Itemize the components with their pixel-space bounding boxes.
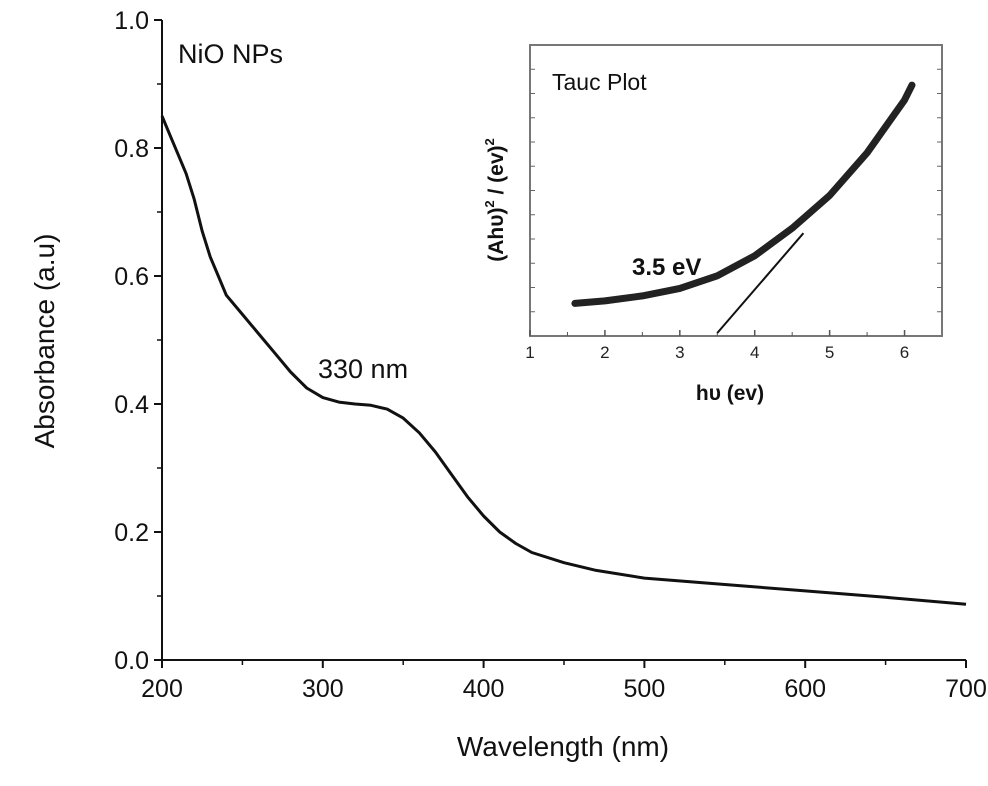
inset-x-tick-label: 6: [900, 343, 909, 362]
peak-annotation: 330 nm: [318, 354, 408, 384]
x-axis-title: Wavelength (nm): [457, 731, 669, 762]
inset-x-tick-label: 3: [675, 343, 684, 362]
y-tick-label: 0.0: [114, 647, 149, 675]
y-tick-label: 1.0: [114, 7, 149, 35]
inset-frame: [529, 44, 943, 337]
inset-y-axis-title: (Ahυ)2 / (ev)2: [482, 138, 508, 262]
inset-x-tick-label: 1: [525, 343, 534, 362]
inset-y-title-part2: / (ev): [485, 145, 508, 200]
inset-ticks: 1 2 3 4 5 6: [525, 68, 942, 362]
y-tick-label: 0.4: [114, 391, 149, 419]
x-tick-label: 600: [784, 675, 826, 703]
tauc-curve: [571, 81, 916, 307]
inset-y-title-sup1: 2: [482, 200, 497, 207]
inset-x-tick-label: 4: [750, 343, 759, 362]
inset-title: Tauc Plot: [552, 69, 647, 95]
inset-x-axis-title: hυ (ev): [696, 382, 764, 405]
y-tick-label: 0.6: [114, 263, 149, 291]
inset-x-tick-label: 5: [825, 343, 834, 362]
y-tick-label: 0.8: [114, 135, 149, 163]
main-ticks: 200 300 400 500 600 700 0.0 0.2 0.4 0.6 0.8 1.0: [114, 7, 987, 703]
y-tick-label: 0.2: [114, 519, 149, 547]
inset-y-title-sup2: 2: [482, 138, 497, 145]
tangent-line: [716, 232, 805, 334]
x-tick-label: 200: [141, 675, 183, 703]
x-tick-label: 300: [302, 675, 344, 703]
sample-label: NiO NPs: [178, 39, 283, 69]
x-tick-label: 500: [624, 675, 666, 703]
inset-x-tick-label: 2: [600, 343, 609, 362]
bandgap-annotation: 3.5 eV: [632, 254, 701, 281]
main-series: [160, 115, 967, 606]
inset-y-title-part1: (Ahυ): [485, 208, 508, 262]
y-axis-title: Absorbance (a.u): [29, 234, 60, 449]
x-tick-label: 400: [463, 675, 505, 703]
inset-series: [571, 81, 916, 334]
x-tick-label: 700: [945, 675, 987, 703]
absorbance-line: [160, 115, 967, 606]
